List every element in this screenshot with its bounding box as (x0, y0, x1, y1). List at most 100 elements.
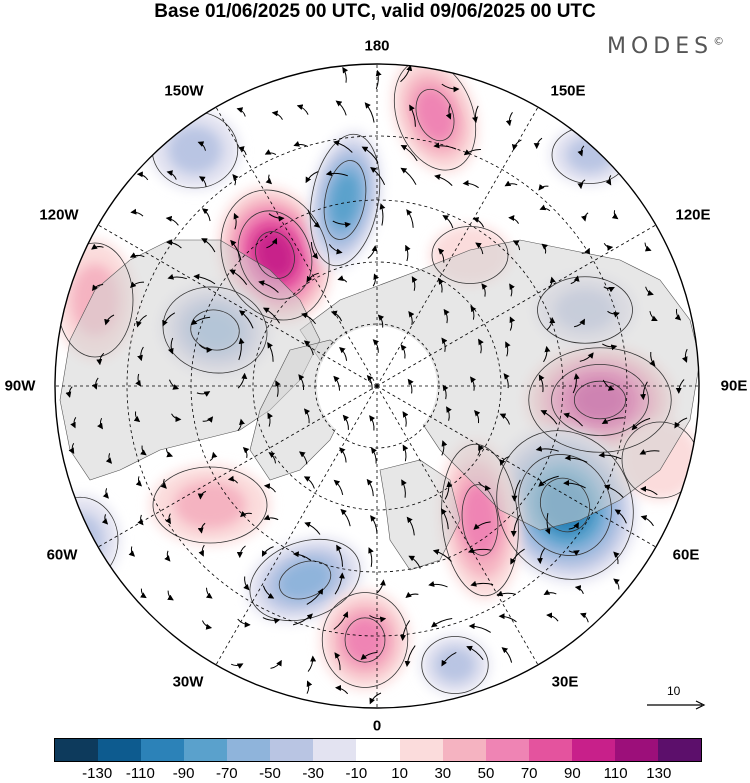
wind-arrow (477, 444, 484, 456)
wind-arrow (196, 391, 211, 397)
wind-arrow (469, 376, 477, 391)
wind-arrow (603, 243, 614, 251)
wind-arrow (602, 343, 618, 351)
wind-arrow (431, 618, 453, 628)
wind-arrow (548, 276, 556, 289)
wind-arrow (405, 591, 419, 599)
wind-arrow (509, 316, 516, 331)
wind-arrow (681, 348, 688, 363)
wind-arrow (303, 340, 314, 356)
contour-line (309, 133, 381, 267)
wind-arrow (342, 66, 349, 83)
wind-arrow (70, 417, 77, 429)
colorbar-label: 30 (434, 765, 452, 782)
wind-arrow (370, 515, 378, 534)
wind-arrow (137, 346, 144, 362)
wind-arrow (140, 445, 147, 456)
wind-arrow (442, 215, 454, 229)
colorbar-swatch (227, 739, 271, 761)
wind-arrow (130, 208, 144, 217)
colorbar-swatch (55, 739, 99, 761)
wind-arrow (541, 243, 548, 254)
wind-arrow (441, 83, 460, 93)
wind-arrow (505, 112, 513, 127)
wind-arrow (539, 204, 551, 212)
wind-arrow (136, 314, 147, 328)
anomaly-blob (566, 137, 614, 173)
wind-arrow (645, 286, 654, 296)
anomaly-contours (55, 64, 699, 694)
wind-arrow (306, 272, 319, 283)
wind-arrow (201, 620, 213, 630)
wind-arrow (190, 316, 211, 326)
wind-arrow (237, 618, 251, 628)
wind-arrow (428, 581, 448, 588)
colorbar-swatch (614, 739, 658, 761)
wind-arrow (236, 107, 246, 117)
wind-arrow (473, 521, 491, 530)
wind-arrow (568, 550, 580, 556)
colorbar-swatch (98, 739, 142, 761)
wind-arrow (377, 314, 385, 328)
wind-arrow (370, 167, 386, 185)
wind-arrow (411, 276, 418, 291)
wind-arrow (434, 174, 453, 186)
wind-arrow (404, 645, 416, 667)
wind-arrow (601, 417, 624, 425)
wind-arrow (91, 377, 99, 390)
wind-arrow (441, 337, 448, 352)
colorbar-swatch (270, 739, 314, 761)
colorbar (54, 738, 702, 762)
wind-arrow (675, 379, 685, 394)
contour-line (344, 617, 386, 663)
colorbar-label: -110 (125, 765, 155, 782)
modes-logo: MODES© (607, 34, 724, 59)
wind-arrow (271, 110, 283, 120)
wind-arrow (65, 386, 73, 398)
contour-line (415, 88, 455, 142)
wind-arrow (264, 149, 277, 156)
wind-arrow (242, 447, 250, 459)
wind-arrow (446, 406, 452, 421)
wind-arrow (102, 488, 109, 499)
wind-arrow (304, 521, 321, 535)
contour-line (551, 364, 649, 436)
wind-arrow (400, 344, 407, 359)
wind-arrow (444, 481, 453, 500)
wind-arrow (372, 273, 380, 287)
wind-arrow (68, 442, 75, 455)
colorbar-swatch (184, 739, 228, 761)
wind-arrow (407, 378, 414, 394)
lon-label-150e: 150E (550, 82, 586, 100)
wind-arrow (400, 167, 417, 185)
wind-arrow (370, 447, 377, 464)
wind-arrow (366, 374, 374, 390)
wind-arrow (129, 252, 145, 258)
wind-arrow (512, 240, 521, 251)
colorbar-label: 90 (564, 765, 581, 782)
wind-arrow (209, 451, 218, 462)
wind-arrow (462, 180, 479, 189)
wind-arrow (463, 148, 481, 156)
wind-arrow (570, 275, 580, 285)
wind-arrow (335, 684, 349, 695)
wind-arrow (481, 283, 488, 297)
wind-arrow (580, 212, 589, 222)
wind-arrow (538, 374, 545, 393)
wind-arrow (240, 510, 252, 518)
wind-arrow (372, 339, 380, 353)
wind-arrow (543, 345, 551, 363)
wind-arrow (503, 373, 510, 389)
wind-arrow (162, 312, 176, 327)
wind-arrow (598, 451, 622, 460)
wind-arrow (544, 512, 551, 535)
wind-arrow (232, 174, 239, 186)
colorbar-label: 130 (646, 765, 672, 782)
wind-arrow (270, 659, 282, 669)
wind-arrow (166, 170, 177, 180)
colorbar-label: -130 (82, 765, 113, 782)
wind-arrow (496, 590, 517, 597)
wind-arrow (603, 286, 615, 293)
contour-line (249, 538, 361, 622)
colorbar-swatch (399, 739, 443, 761)
